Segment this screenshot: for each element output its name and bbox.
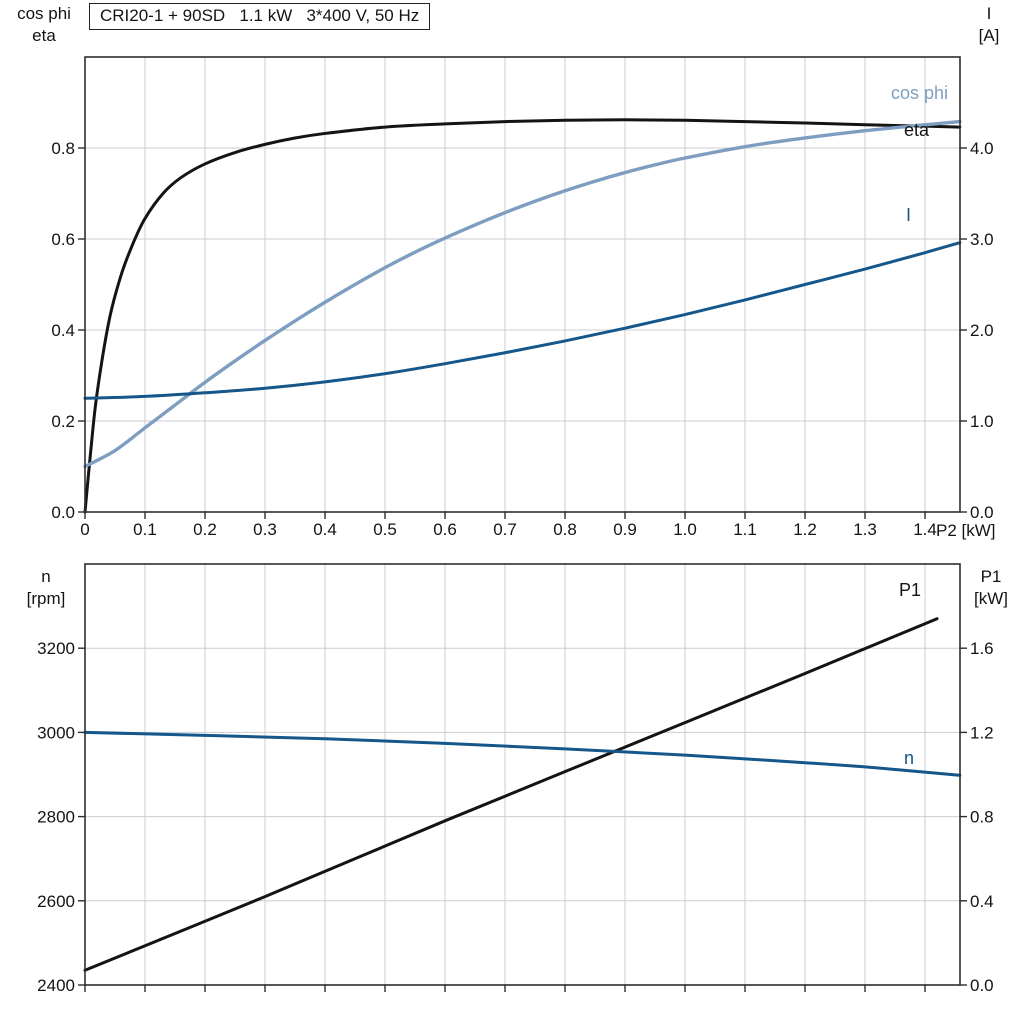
right-tick-label: 1.6 (970, 639, 994, 658)
left-tick-label: 3000 (37, 723, 75, 742)
right-axis-title-line1: P1 (980, 567, 1002, 586)
left-tick-label: 0.2 (51, 412, 75, 431)
right-axis-title-line2: [A] (978, 26, 1000, 45)
right-tick-label: 0.0 (970, 976, 994, 995)
right-tick-label: 0.4 (970, 892, 994, 911)
left-tick-label: 2400 (37, 976, 75, 995)
x-tick-label: 0.8 (553, 520, 577, 539)
curve-label-cos-phi: cos phi (891, 83, 949, 103)
right-tick-label: 3.0 (970, 230, 994, 249)
left-tick-label: 0.0 (51, 503, 75, 522)
curve-label-current: I (906, 205, 912, 225)
left-tick-label: 3200 (37, 639, 75, 658)
right-tick-label: 4.0 (970, 139, 994, 158)
x-tick-label: 1.2 (793, 520, 817, 539)
left-tick-label: 2600 (37, 892, 75, 911)
x-tick-label: 1.3 (853, 520, 877, 539)
x-tick-label: 0.5 (373, 520, 397, 539)
chart-title-box: CRI20-1 + 90SD 1.1 kW 3*400 V, 50 Hz (89, 3, 431, 30)
left-axis-title-line1: n (41, 567, 51, 586)
x-tick-label: 1.4 (913, 520, 937, 539)
x-tick-label: 0 (80, 520, 89, 539)
left-axis-title-line2: [rpm] (26, 589, 66, 608)
curve-P1 (83, 617, 939, 972)
x-axis-unit-label: P2 [kW] (936, 521, 996, 540)
curve-label-speed: n (904, 748, 915, 768)
right-tick-label: 2.0 (970, 321, 994, 340)
right-axis-title-line1: I (986, 4, 992, 23)
x-tick-label: 1.1 (733, 520, 757, 539)
right-tick-label: 1.0 (970, 412, 994, 431)
curve-eta (83, 118, 962, 514)
plot-frame (84, 563, 961, 986)
left-tick-label: 0.8 (51, 139, 75, 158)
curve-cos-phi (83, 119, 962, 469)
curve-I (83, 241, 962, 400)
curve-label-eta: eta (904, 120, 930, 140)
left-axis-title-bottom-chart: n [rpm] (12, 566, 80, 610)
left-tick-label: 2800 (37, 808, 75, 827)
right-axis-title-bottom-chart: P1 [kW] (962, 566, 1020, 610)
left-axis-title-top-chart: cos phi eta (4, 3, 84, 47)
x-tick-label: 0.3 (253, 520, 277, 539)
right-tick-label: 0.8 (970, 808, 994, 827)
x-tick-label: 0.6 (433, 520, 457, 539)
left-tick-label: 0.6 (51, 230, 75, 249)
x-tick-label: 0.1 (133, 520, 157, 539)
x-tick-label: 0.7 (493, 520, 517, 539)
left-axis-title-line1: cos phi (17, 4, 71, 23)
x-tick-label: 1.0 (673, 520, 697, 539)
motor-efficiency-chart: 0 0.1 0.2 0.3 0.4 0.5 0.6 0.7 0.8 0.9 1.0 1.1 1.2 1.3… (51, 56, 994, 539)
right-axis-title-line2: [kW] (974, 589, 1008, 608)
x-tick-label: 0.4 (313, 520, 337, 539)
left-axis-title-line2: eta (32, 26, 56, 45)
right-axis-title-top-chart: I [A] (966, 3, 1012, 47)
x-tick-label: 0.9 (613, 520, 637, 539)
speed-power-chart: 2400 2600 2800 3000 3200 0.0 0.4 0.8 1.2 1.6 (37, 563, 994, 995)
x-tick-label: 0.2 (193, 520, 217, 539)
left-tick-label: 0.4 (51, 321, 75, 340)
curve-n (83, 730, 962, 777)
right-tick-label: 1.2 (970, 723, 994, 742)
right-tick-label: 0.0 (970, 503, 994, 522)
curve-label-p1: P1 (899, 580, 922, 600)
plot-frame (84, 56, 961, 513)
